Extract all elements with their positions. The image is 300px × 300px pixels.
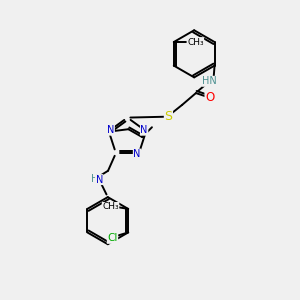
Text: H: H (91, 174, 98, 184)
Text: N: N (133, 149, 141, 159)
Text: CH₃: CH₃ (102, 202, 119, 211)
Text: CH₃: CH₃ (187, 38, 204, 46)
Text: N: N (107, 125, 114, 135)
Text: N: N (140, 125, 148, 135)
Text: N: N (95, 175, 103, 184)
Text: HN: HN (202, 76, 217, 86)
Text: Cl: Cl (107, 233, 118, 243)
Text: O: O (205, 92, 214, 104)
Text: S: S (164, 110, 172, 123)
